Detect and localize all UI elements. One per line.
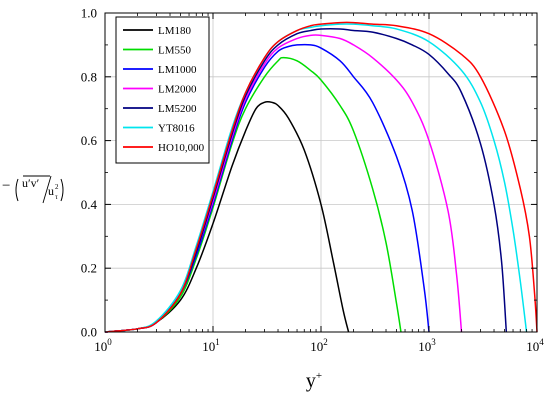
legend-label: LM2000: [158, 84, 197, 96]
series-line-ho10000: [104, 21, 538, 333]
svg-text:u′v′: u′v′: [22, 176, 40, 190]
y-tick-label: 1.0: [81, 6, 97, 21]
svg-text:u: u: [48, 184, 54, 198]
y-tick-label: 0.6: [81, 133, 98, 148]
y-tick-label: 0.2: [81, 261, 97, 276]
legend-label: LM5200: [158, 103, 197, 115]
series-line-yt8016: [104, 23, 528, 333]
svg-text:2: 2: [55, 183, 59, 191]
svg-text:−: −: [2, 178, 10, 194]
legend-box: [115, 16, 210, 164]
series-line-lm180: [104, 100, 350, 333]
series-line-lm5200: [104, 27, 508, 333]
legend-label: LM1000: [158, 64, 197, 76]
x-tick-labels: 100 101 102 103 104: [94, 337, 544, 354]
legend-label: HO10,000: [158, 142, 205, 154]
y-tick-label: 0.4: [81, 197, 98, 212]
y-axis-label: − u′v′ u 2 τ: [2, 175, 64, 204]
series-line-lm550: [104, 56, 402, 333]
svg-text:τ: τ: [55, 193, 58, 201]
legend-label: YT8016: [158, 123, 195, 135]
legend-label: LM180: [158, 25, 192, 37]
series-layer: [104, 21, 538, 333]
y-tick-label: 0.0: [81, 325, 97, 340]
svg-text:y+: y+: [306, 370, 322, 392]
legend-label: LM550: [158, 45, 192, 57]
ticks: [104, 12, 538, 333]
legend: LM180 LM550 LM1000 LM2000 LM5200 YT8016 HO10,0…: [115, 16, 210, 164]
y-tick-labels: 0.0 0.2 0.4 0.6 0.8 1.0: [81, 6, 98, 340]
x-tick-label: 101: [202, 337, 220, 354]
x-tick-label: 102: [310, 337, 328, 354]
y-tick-label: 0.8: [81, 69, 97, 84]
x-axis-label: y+: [306, 370, 322, 392]
x-tick-label: 103: [418, 337, 436, 354]
x-tick-label: 104: [526, 337, 544, 354]
x-tick-label: 100: [94, 337, 112, 354]
